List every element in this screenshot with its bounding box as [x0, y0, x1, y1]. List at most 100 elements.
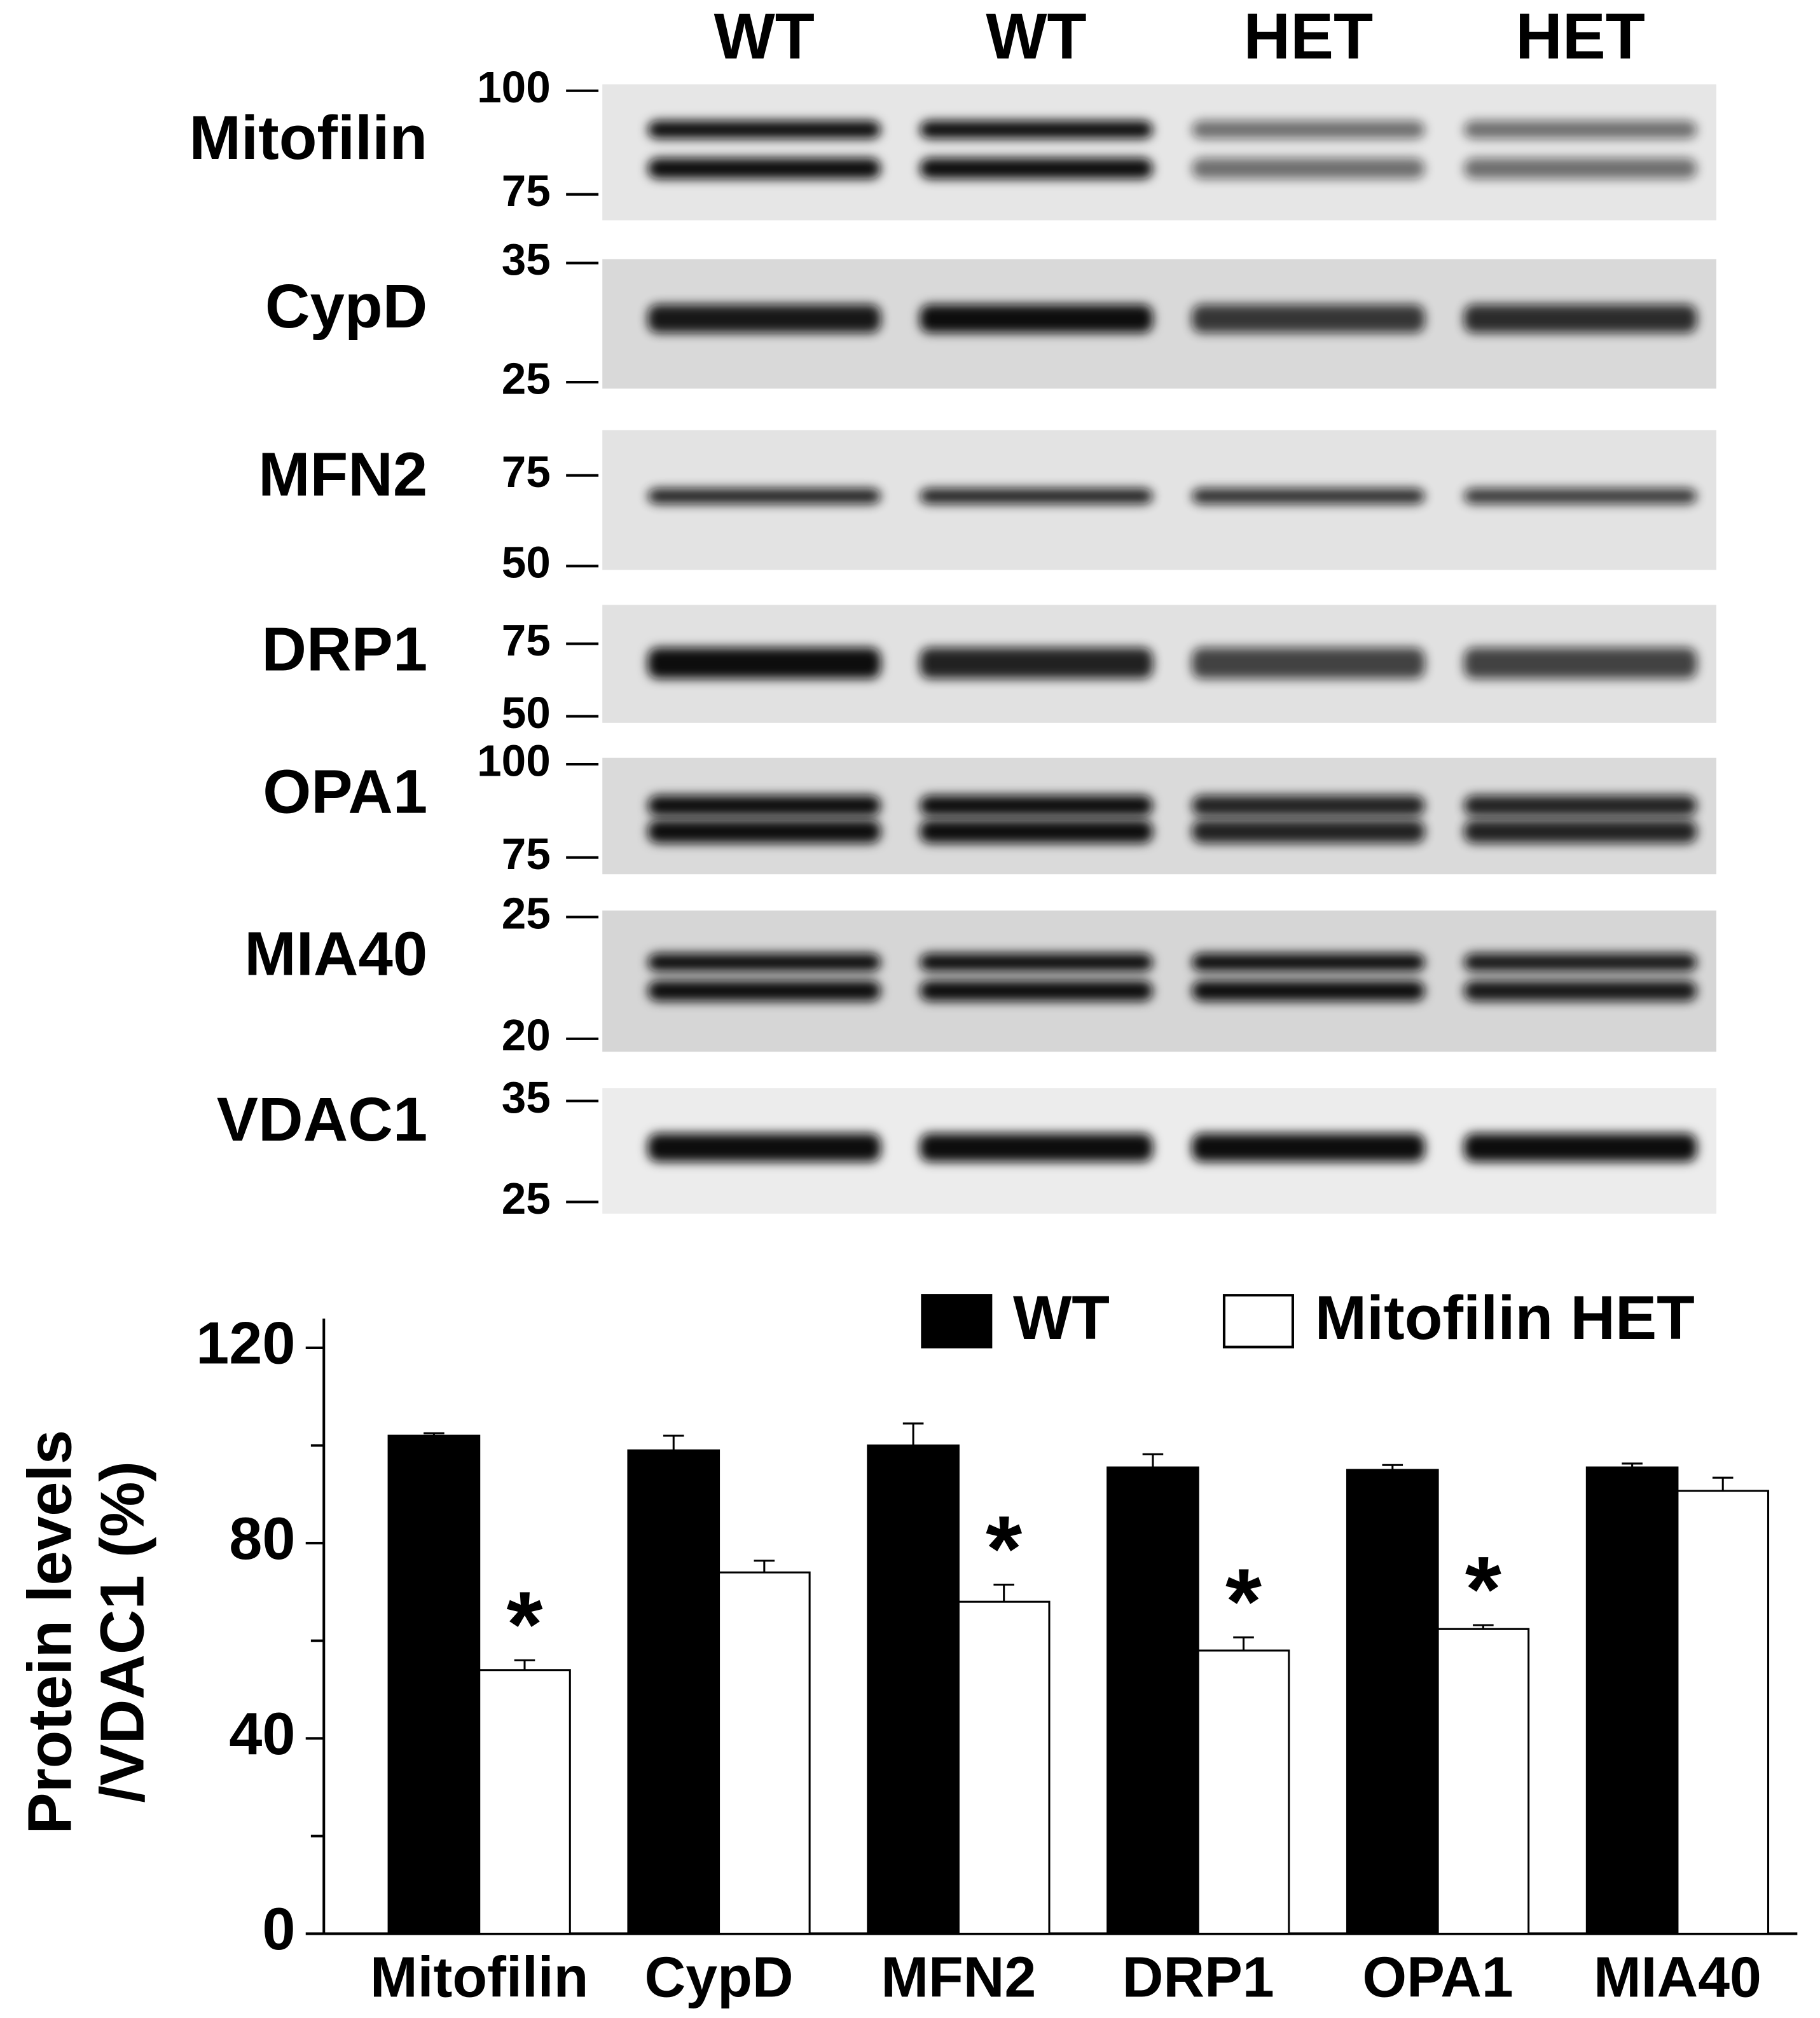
significance-mark: * [1465, 1537, 1501, 1642]
mw-marker: 35 [502, 1073, 551, 1122]
bar [478, 1669, 571, 1935]
x-tick-label: DRP1 [1122, 1945, 1274, 2008]
mw-marker: 75 [502, 615, 551, 665]
protein-label: DRP1 [261, 614, 427, 684]
band [920, 304, 1153, 333]
x-tick-label: OPA1 [1362, 1945, 1513, 2008]
band [920, 647, 1153, 679]
band [1463, 953, 1697, 971]
bar [1106, 1466, 1199, 1935]
protein-label: MIA40 [244, 918, 427, 988]
y-axis-label: Protein levels [14, 1430, 84, 1834]
band [647, 1133, 881, 1162]
bar [867, 1444, 960, 1935]
error-bar [424, 1432, 445, 1436]
y-tick-label: 40 [229, 1700, 295, 1767]
band [1192, 488, 1425, 504]
bar [1585, 1466, 1679, 1935]
band [1192, 1133, 1425, 1162]
band [647, 647, 881, 679]
band [920, 488, 1153, 504]
protein-label: OPA1 [263, 757, 427, 827]
band [647, 158, 881, 179]
band [1463, 304, 1697, 333]
band [1192, 120, 1425, 139]
error-bar [663, 1434, 684, 1451]
legend-swatch [1222, 1294, 1294, 1349]
lane-label: WT [714, 0, 815, 72]
bar [387, 1434, 481, 1935]
band [920, 820, 1153, 844]
blot-strip [602, 84, 1717, 221]
protein-label: Mitofilin [190, 102, 428, 172]
band [1463, 647, 1697, 679]
bar [1676, 1490, 1770, 1935]
mw-marker: 50 [502, 538, 551, 587]
y-tick-label: 80 [229, 1505, 295, 1572]
legend-label: Mitofilin HET [1315, 1282, 1695, 1352]
mw-marker: 20 [502, 1010, 551, 1060]
y-tick-label: 120 [196, 1310, 295, 1376]
error-bar [902, 1422, 924, 1446]
band [1192, 158, 1425, 179]
significance-mark: * [506, 1572, 542, 1677]
bar [957, 1600, 1051, 1935]
band [1192, 304, 1425, 333]
significance-mark: * [986, 1497, 1022, 1601]
legend-swatch [921, 1294, 993, 1349]
band [1192, 980, 1425, 1001]
mw-marker: 75 [502, 829, 551, 879]
y-tick-label: 0 [262, 1895, 295, 1962]
bar [1197, 1649, 1290, 1935]
band [1463, 158, 1697, 179]
protein-label: CypD [265, 271, 427, 341]
protein-label: VDAC1 [217, 1084, 427, 1154]
band [1463, 1133, 1697, 1162]
band [647, 820, 881, 844]
band [920, 120, 1153, 139]
error-bar [1382, 1464, 1403, 1470]
band [1192, 647, 1425, 679]
y-axis-label: /VDAC1 (%) [86, 1461, 156, 1803]
x-tick-label: Mitofilin [370, 1945, 588, 2008]
band [647, 795, 881, 816]
mw-marker: 100 [477, 736, 551, 785]
band [1463, 488, 1697, 504]
bar [718, 1571, 811, 1935]
band [647, 304, 881, 333]
mw-marker: 50 [502, 688, 551, 738]
significance-mark: * [1225, 1549, 1262, 1654]
band [647, 980, 881, 1001]
protein-label: MFN2 [258, 439, 427, 509]
x-tick-label: MFN2 [881, 1945, 1036, 2008]
band [647, 120, 881, 139]
error-bar [1473, 1624, 1494, 1630]
error-bar [1233, 1636, 1254, 1651]
band [1463, 795, 1697, 816]
band [1463, 820, 1697, 844]
mw-marker: 25 [502, 889, 551, 938]
x-tick-label: CypD [645, 1945, 794, 2008]
mw-marker: 75 [502, 447, 551, 497]
band [1463, 120, 1697, 139]
error-bar [754, 1560, 775, 1573]
bar [627, 1449, 720, 1935]
error-bar [1712, 1476, 1734, 1491]
bar [1346, 1469, 1439, 1935]
lane-label: WT [986, 0, 1086, 72]
band [1192, 820, 1425, 844]
band [1463, 980, 1697, 1001]
mw-marker: 100 [477, 62, 551, 112]
x-tick-label: MIA40 [1594, 1945, 1761, 2008]
error-bar [514, 1659, 535, 1670]
mw-marker: 35 [502, 235, 551, 284]
band [920, 1133, 1153, 1162]
error-bar [993, 1583, 1014, 1602]
mw-marker: 25 [502, 1174, 551, 1223]
band [647, 953, 881, 971]
band [920, 158, 1153, 179]
band [1192, 953, 1425, 971]
band [647, 488, 881, 504]
error-bar [1622, 1462, 1643, 1468]
